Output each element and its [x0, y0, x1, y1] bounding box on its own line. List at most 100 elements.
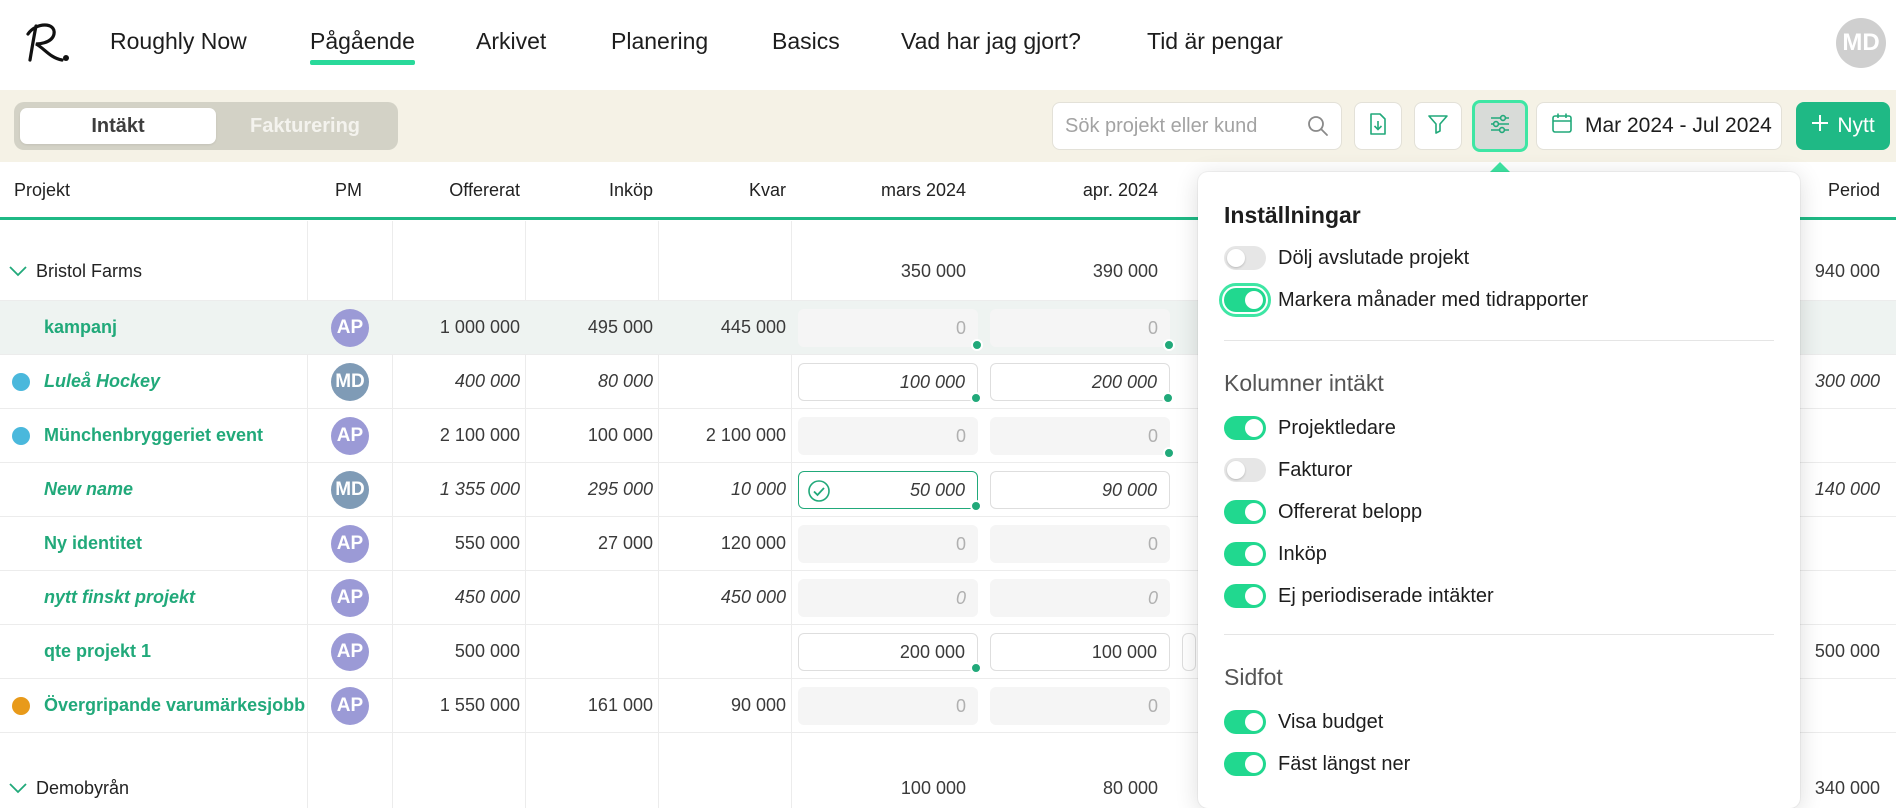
- month-1-input[interactable]: 200 000: [798, 633, 982, 674]
- status-dot: [12, 427, 30, 445]
- project-name[interactable]: Övergripande varumärkesjobb: [44, 695, 306, 715]
- toggle-row-invoices[interactable]: Fakturor: [1224, 458, 1352, 482]
- offered-value: 1 550 000: [439, 695, 520, 715]
- col-header-remaining[interactable]: Kvar: [748, 180, 786, 200]
- nav-tid-ar-pengar[interactable]: Tid är pengar: [1147, 28, 1283, 54]
- toggle-switch[interactable]: [1224, 416, 1266, 440]
- clock-icon: [970, 662, 982, 674]
- project-name[interactable]: Ny identitet: [44, 533, 143, 553]
- month-1-input[interactable]: 100 000: [798, 363, 982, 404]
- project-name[interactable]: nytt finskt projekt: [44, 587, 196, 607]
- nav-roughly-now[interactable]: Roughly Now: [110, 28, 247, 54]
- toggle-label: Projektledare: [1278, 416, 1396, 439]
- user-avatar[interactable]: MD: [1836, 18, 1886, 68]
- check-circle-icon[interactable]: [807, 479, 831, 508]
- plus-icon: [1811, 114, 1829, 138]
- month-2-input[interactable]: 100 000: [990, 633, 1170, 671]
- logo-icon[interactable]: [22, 18, 72, 68]
- group-row[interactable]: Demobyrån 100 000 80 000 340 000: [0, 733, 1896, 808]
- search-input[interactable]: [1065, 113, 1295, 139]
- chevron-down-icon[interactable]: [8, 778, 28, 799]
- date-range-picker[interactable]: Mar 2024 - Jul 2024: [1536, 102, 1782, 150]
- toggle-label: Visa budget: [1278, 710, 1384, 733]
- month-1-input[interactable]: 0: [798, 417, 978, 455]
- toggle-switch[interactable]: [1224, 500, 1266, 524]
- group-row[interactable]: Bristol Farms 350 000 390 000 940 000: [0, 221, 1896, 301]
- project-name[interactable]: New name: [44, 479, 134, 499]
- pm-avatar: MD: [331, 470, 369, 509]
- toggle-row-unallocated-revenue[interactable]: Ej periodiserade intäkter: [1224, 584, 1494, 608]
- project-name[interactable]: qte projekt 1: [44, 641, 152, 661]
- nav-arkivet[interactable]: Arkivet: [476, 28, 547, 54]
- offered-value: 550 000: [454, 533, 520, 553]
- month-2-input[interactable]: 200 000: [990, 363, 1174, 404]
- project-name[interactable]: Münchenbryggeriet event: [44, 425, 264, 445]
- export-button[interactable]: [1354, 102, 1402, 150]
- offered-value: 1 000 000: [439, 317, 520, 337]
- sliders-icon: [1489, 114, 1511, 139]
- toggle-row-purchases[interactable]: Inköp: [1224, 542, 1327, 566]
- month-1-input[interactable]: 0: [798, 309, 983, 351]
- nav-basics[interactable]: Basics: [772, 28, 840, 54]
- table-row[interactable]: Ny identitet AP 550 000 27 000 120 000 0…: [0, 517, 1896, 571]
- table-row[interactable]: Övergripande varumärkesjobb AP 1 550 000…: [0, 679, 1896, 733]
- column-divider: [525, 221, 526, 808]
- offered-value: 2 100 000: [439, 425, 520, 445]
- project-name[interactable]: kampanj: [44, 317, 118, 337]
- table-row[interactable]: qte projekt 1 AP 500 000 200 000 100 000…: [0, 625, 1896, 679]
- chevron-down-icon[interactable]: [8, 261, 28, 282]
- month-2-input[interactable]: 0: [990, 309, 1175, 351]
- view-segmented-control: Intäkt Fakturering: [14, 102, 398, 150]
- col-header-purchases[interactable]: Inköp: [608, 180, 653, 200]
- tab-fakturering[interactable]: Fakturering: [249, 114, 361, 137]
- remaining-value: 10 000: [730, 479, 786, 499]
- toggle-row-project-manager[interactable]: Projektledare: [1224, 416, 1396, 440]
- settings-button[interactable]: [1472, 100, 1528, 152]
- tab-intakt[interactable]: Intäkt: [20, 108, 216, 144]
- table-row[interactable]: nytt finskt projekt AP 450 000 450 000 0…: [0, 571, 1896, 625]
- pm-avatar: AP: [331, 578, 369, 617]
- month-1-input[interactable]: 0: [798, 525, 978, 563]
- month-2-input[interactable]: 0: [990, 525, 1170, 563]
- table-row[interactable]: New name MD 1 355 000 295 000 10 000 50 …: [0, 463, 1896, 517]
- group-name: Bristol Farms: [36, 260, 143, 281]
- col-header-month-1[interactable]: mars 2024: [880, 180, 966, 200]
- remaining-value: 445 000: [720, 317, 786, 337]
- filter-button[interactable]: [1414, 102, 1462, 150]
- nav-planering[interactable]: Planering: [611, 28, 709, 54]
- table-row[interactable]: Luleå Hockey MD 400 000 80 000 100 000 2…: [0, 355, 1896, 409]
- group-month-2: 80 000: [1102, 777, 1158, 798]
- toggle-row-show-budget[interactable]: Visa budget: [1224, 710, 1383, 734]
- month-2-input[interactable]: 0: [990, 579, 1170, 617]
- toggle-row-offered-amount[interactable]: Offererat belopp: [1224, 500, 1422, 524]
- toggle-switch[interactable]: [1224, 246, 1266, 270]
- toggle-switch[interactable]: [1224, 752, 1266, 776]
- toggle-row-pin-bottom[interactable]: Fäst längst ner: [1224, 752, 1410, 776]
- month-1-input[interactable]: 0: [798, 579, 978, 617]
- month-1-input[interactable]: 0: [798, 687, 978, 725]
- period-value: 300 000: [1814, 371, 1880, 391]
- month-2-input[interactable]: 0: [990, 687, 1170, 725]
- new-button[interactable]: Nytt: [1796, 102, 1890, 150]
- col-header-period[interactable]: Period: [1827, 180, 1880, 200]
- month-2-input[interactable]: 90 000: [990, 471, 1170, 509]
- nav-pagaende[interactable]: Pågående: [310, 28, 415, 65]
- col-header-offered[interactable]: Offererat: [449, 180, 520, 200]
- toggle-switch[interactable]: [1219, 283, 1271, 317]
- month-1-input[interactable]: 50 000: [798, 471, 982, 512]
- toggle-row-mark-months[interactable]: Markera månader med tidrapporter: [1219, 283, 1588, 317]
- table-row[interactable]: Münchenbryggeriet event AP 2 100 000 100…: [0, 409, 1896, 463]
- col-header-month-2[interactable]: apr. 2024: [1082, 180, 1158, 200]
- month-2-input[interactable]: 0: [990, 417, 1175, 459]
- toggle-row-hide-finished[interactable]: Dölj avslutade projekt: [1224, 246, 1469, 270]
- col-header-pm[interactable]: PM: [335, 180, 362, 200]
- project-name[interactable]: Luleå Hockey: [44, 371, 161, 391]
- toggle-switch[interactable]: [1224, 458, 1266, 482]
- top-navigation: Roughly Now Pågående Arkivet Planering B…: [0, 0, 1896, 90]
- col-header-project[interactable]: Projekt: [14, 180, 71, 200]
- toggle-switch[interactable]: [1224, 710, 1266, 734]
- nav-vad-har-jag-gjort[interactable]: Vad har jag gjort?: [901, 28, 1081, 54]
- toggle-switch[interactable]: [1224, 584, 1266, 608]
- toggle-switch[interactable]: [1224, 542, 1266, 566]
- month-3-input[interactable]: [1182, 633, 1196, 671]
